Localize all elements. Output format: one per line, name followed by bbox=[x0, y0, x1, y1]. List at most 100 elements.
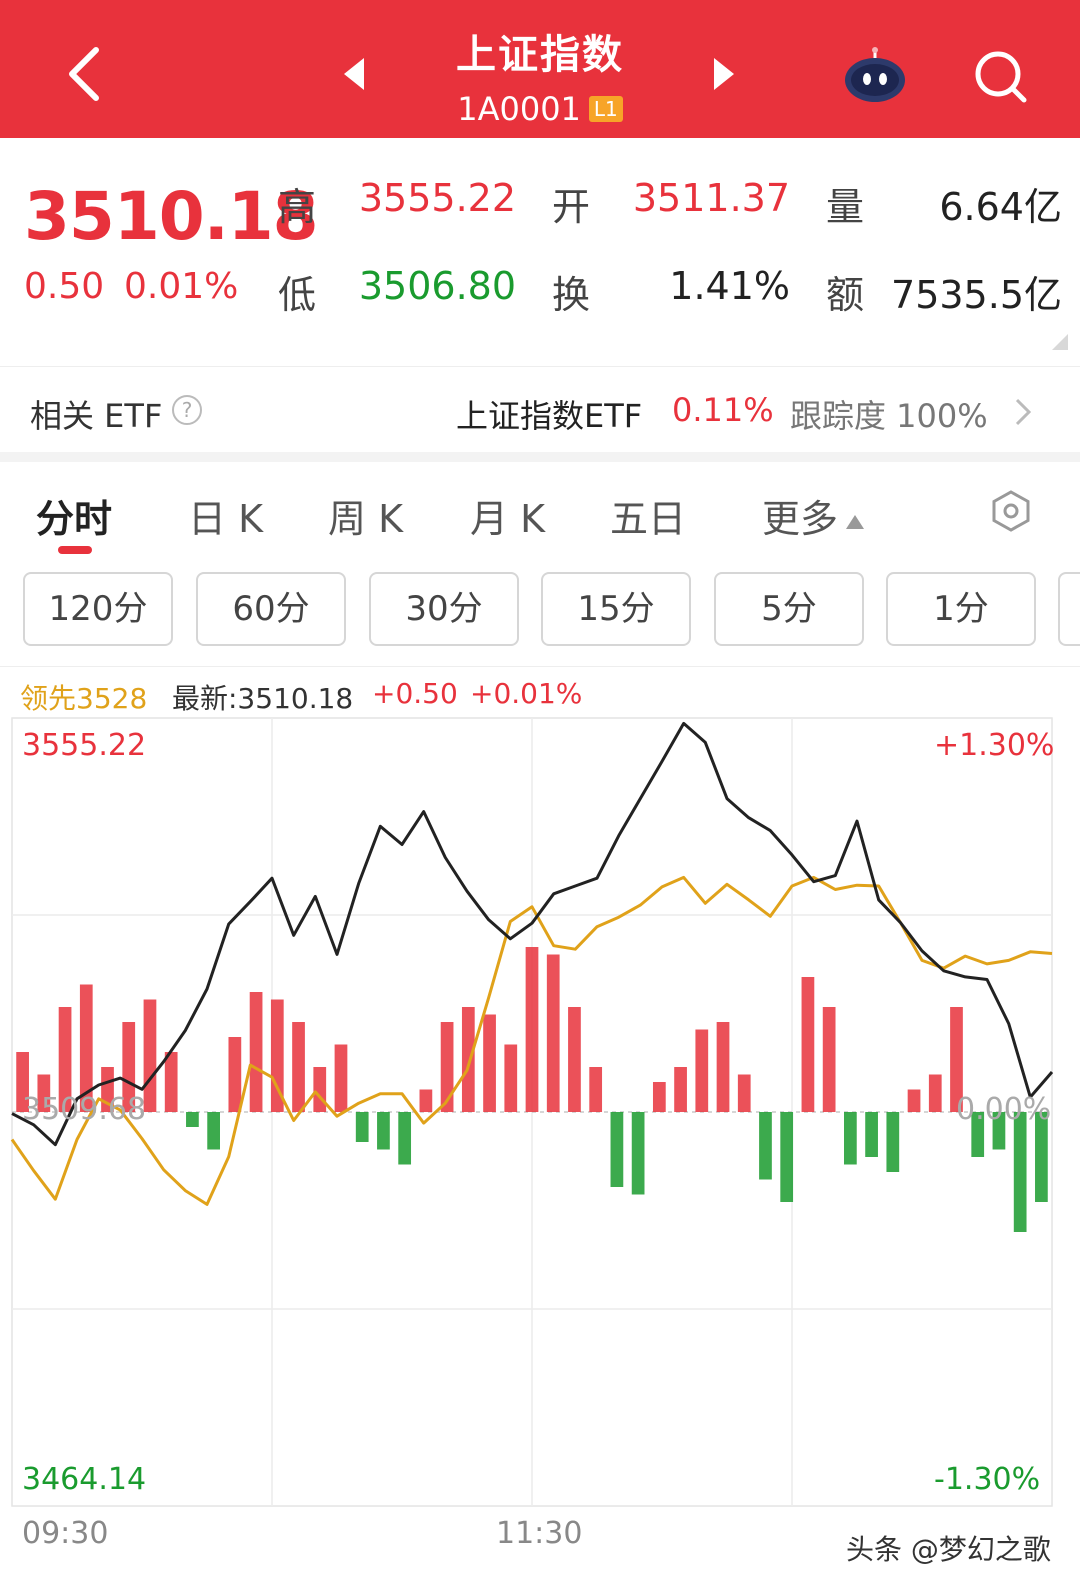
back-arrow-icon[interactable] bbox=[64, 44, 104, 104]
tab-intraday[interactable]: 分时 bbox=[36, 497, 113, 541]
volume-bar-down bbox=[992, 1112, 1006, 1150]
period-120min[interactable]: 120分 bbox=[23, 572, 173, 646]
period-60min[interactable]: 60分 bbox=[196, 572, 346, 646]
volume-bar-down bbox=[780, 1112, 794, 1202]
volume-bar-down bbox=[355, 1112, 369, 1142]
volume-bar-up bbox=[674, 1067, 687, 1112]
volume-bar-down bbox=[1035, 1112, 1048, 1202]
chart-info-line: 领先3528 最新:3510.18 +0.50 +0.01% bbox=[0, 666, 1080, 716]
price-change: 0.50 bbox=[24, 266, 105, 307]
volume-bar-up bbox=[58, 1007, 72, 1112]
volume-bar-down bbox=[610, 1112, 624, 1187]
low-value: 3506.80 bbox=[358, 264, 516, 308]
tab-more-label: 更多 bbox=[762, 497, 839, 541]
open-label: 开 bbox=[552, 185, 591, 229]
volume-bar-up bbox=[801, 977, 815, 1112]
volume-bar-up bbox=[568, 1007, 581, 1112]
volume-label: 量 bbox=[826, 185, 865, 229]
volume-bar-up bbox=[822, 1007, 836, 1112]
volume-bar-up bbox=[928, 1074, 942, 1112]
period-more-stub[interactable] bbox=[1058, 572, 1080, 646]
volume-bar-down bbox=[844, 1112, 857, 1165]
volume-bar-up bbox=[737, 1074, 751, 1112]
latest-price: 最新:3510.18 bbox=[172, 682, 354, 715]
volume-bar-up bbox=[695, 1029, 709, 1112]
y-mid-label: 3509.68 bbox=[22, 1092, 147, 1127]
open-value: 3511.37 bbox=[632, 176, 790, 220]
volume-bar-up bbox=[16, 1052, 29, 1112]
intraday-chart-svg bbox=[10, 717, 1054, 1507]
related-etf-row[interactable]: 相关 ETF ? 上证指数ETF 0.11% 跟踪度 100% bbox=[0, 366, 1080, 452]
tab-more[interactable]: 更多 bbox=[762, 488, 865, 543]
robot-assistant-icon[interactable] bbox=[842, 46, 908, 104]
chevron-right-icon[interactable] bbox=[1012, 397, 1034, 427]
x-label-open: 09:30 bbox=[22, 1516, 109, 1551]
period-1min[interactable]: 1分 bbox=[886, 572, 1036, 646]
low-label: 低 bbox=[278, 273, 317, 317]
volume-bar-up bbox=[419, 1089, 433, 1112]
level-badge: L1 bbox=[588, 96, 623, 122]
pct-max-label: +1.30% bbox=[934, 728, 1055, 763]
pct-mid-label: 0.00% bbox=[956, 1092, 1052, 1127]
etf-label: 相关 ETF bbox=[30, 397, 163, 435]
amount-value: 7535.5亿 bbox=[891, 273, 1062, 317]
next-stock-icon[interactable] bbox=[710, 56, 738, 92]
volume-bar-up bbox=[37, 1074, 51, 1112]
volume-bar-up bbox=[461, 1007, 475, 1112]
turnover-value: 1.41% bbox=[669, 264, 790, 308]
volume-bar-up bbox=[483, 1014, 496, 1112]
stock-code: 1A0001 L1 bbox=[390, 88, 690, 128]
section-divider bbox=[0, 452, 1080, 462]
period-15min[interactable]: 15分 bbox=[541, 572, 691, 646]
volume-bar-down bbox=[971, 1112, 985, 1157]
previous-stock-icon[interactable] bbox=[340, 56, 368, 92]
amount-label: 额 bbox=[826, 273, 865, 317]
volume-bar-down bbox=[759, 1112, 772, 1180]
volume-bar-up bbox=[334, 1044, 348, 1112]
tab-daily-k[interactable]: 日 K bbox=[188, 497, 263, 541]
high-value: 3555.22 bbox=[358, 176, 516, 220]
turnover-label: 换 bbox=[552, 273, 591, 317]
lead-index: 领先3528 bbox=[20, 682, 148, 715]
volume-bar-up bbox=[164, 1052, 178, 1112]
tab-five-day[interactable]: 五日 bbox=[610, 497, 687, 541]
volume-bar-up bbox=[589, 1067, 603, 1112]
volume-bar-up bbox=[249, 992, 263, 1112]
y-min-label: 3464.14 bbox=[22, 1462, 147, 1497]
caret-up-icon bbox=[846, 514, 865, 529]
tab-weekly-k[interactable]: 周 K bbox=[328, 497, 403, 541]
settings-hexagon-icon[interactable] bbox=[990, 490, 1032, 532]
high-label: 高 bbox=[278, 185, 317, 229]
latest-change-pct: +0.01% bbox=[470, 677, 583, 710]
tab-monthly-k[interactable]: 月 K bbox=[470, 497, 545, 541]
volume-bar-down bbox=[865, 1112, 878, 1157]
pct-min-label: -1.30% bbox=[934, 1462, 1041, 1497]
volume-bar-up bbox=[950, 1007, 963, 1112]
period-selector: 120分 60分 30分 15分 5分 1分 bbox=[0, 572, 1080, 650]
lead-index-line bbox=[10, 875, 1053, 1206]
volume-bar-up bbox=[228, 1037, 242, 1112]
current-price: 3510.18 bbox=[24, 178, 319, 255]
etf-change-pct: 0.11% bbox=[672, 391, 774, 429]
expand-corner-icon[interactable] bbox=[1052, 334, 1068, 350]
help-icon[interactable]: ? bbox=[172, 395, 202, 425]
volume-bar-up bbox=[292, 1022, 305, 1112]
quote-panel: 3510.18 0.50 0.01% 高 3555.22 开 3511.37 量… bbox=[0, 138, 1080, 364]
volume-bar-down bbox=[631, 1112, 645, 1195]
period-30min[interactable]: 30分 bbox=[369, 572, 519, 646]
volume-bar-down bbox=[886, 1112, 900, 1172]
volume-bar-up bbox=[79, 984, 93, 1112]
active-tab-indicator bbox=[58, 546, 92, 554]
volume-bar-down bbox=[398, 1112, 412, 1165]
page-title: 上证指数 bbox=[456, 32, 624, 78]
period-5min[interactable]: 5分 bbox=[714, 572, 864, 646]
volume-bar-up bbox=[440, 1022, 454, 1112]
latest-change: +0.50 bbox=[372, 677, 458, 710]
watermark: 头条 @梦幻之歌 bbox=[846, 1533, 1051, 1566]
volume-bar-up bbox=[652, 1082, 666, 1112]
volume-bar-down bbox=[207, 1112, 220, 1150]
search-icon[interactable] bbox=[972, 48, 1028, 104]
volume-bar-up bbox=[313, 1067, 327, 1112]
intraday-chart[interactable]: 3555.22 +1.30% 3509.68 0.00% 3464.14 -1.… bbox=[0, 716, 1080, 1590]
volume-bar-down bbox=[1013, 1112, 1027, 1232]
